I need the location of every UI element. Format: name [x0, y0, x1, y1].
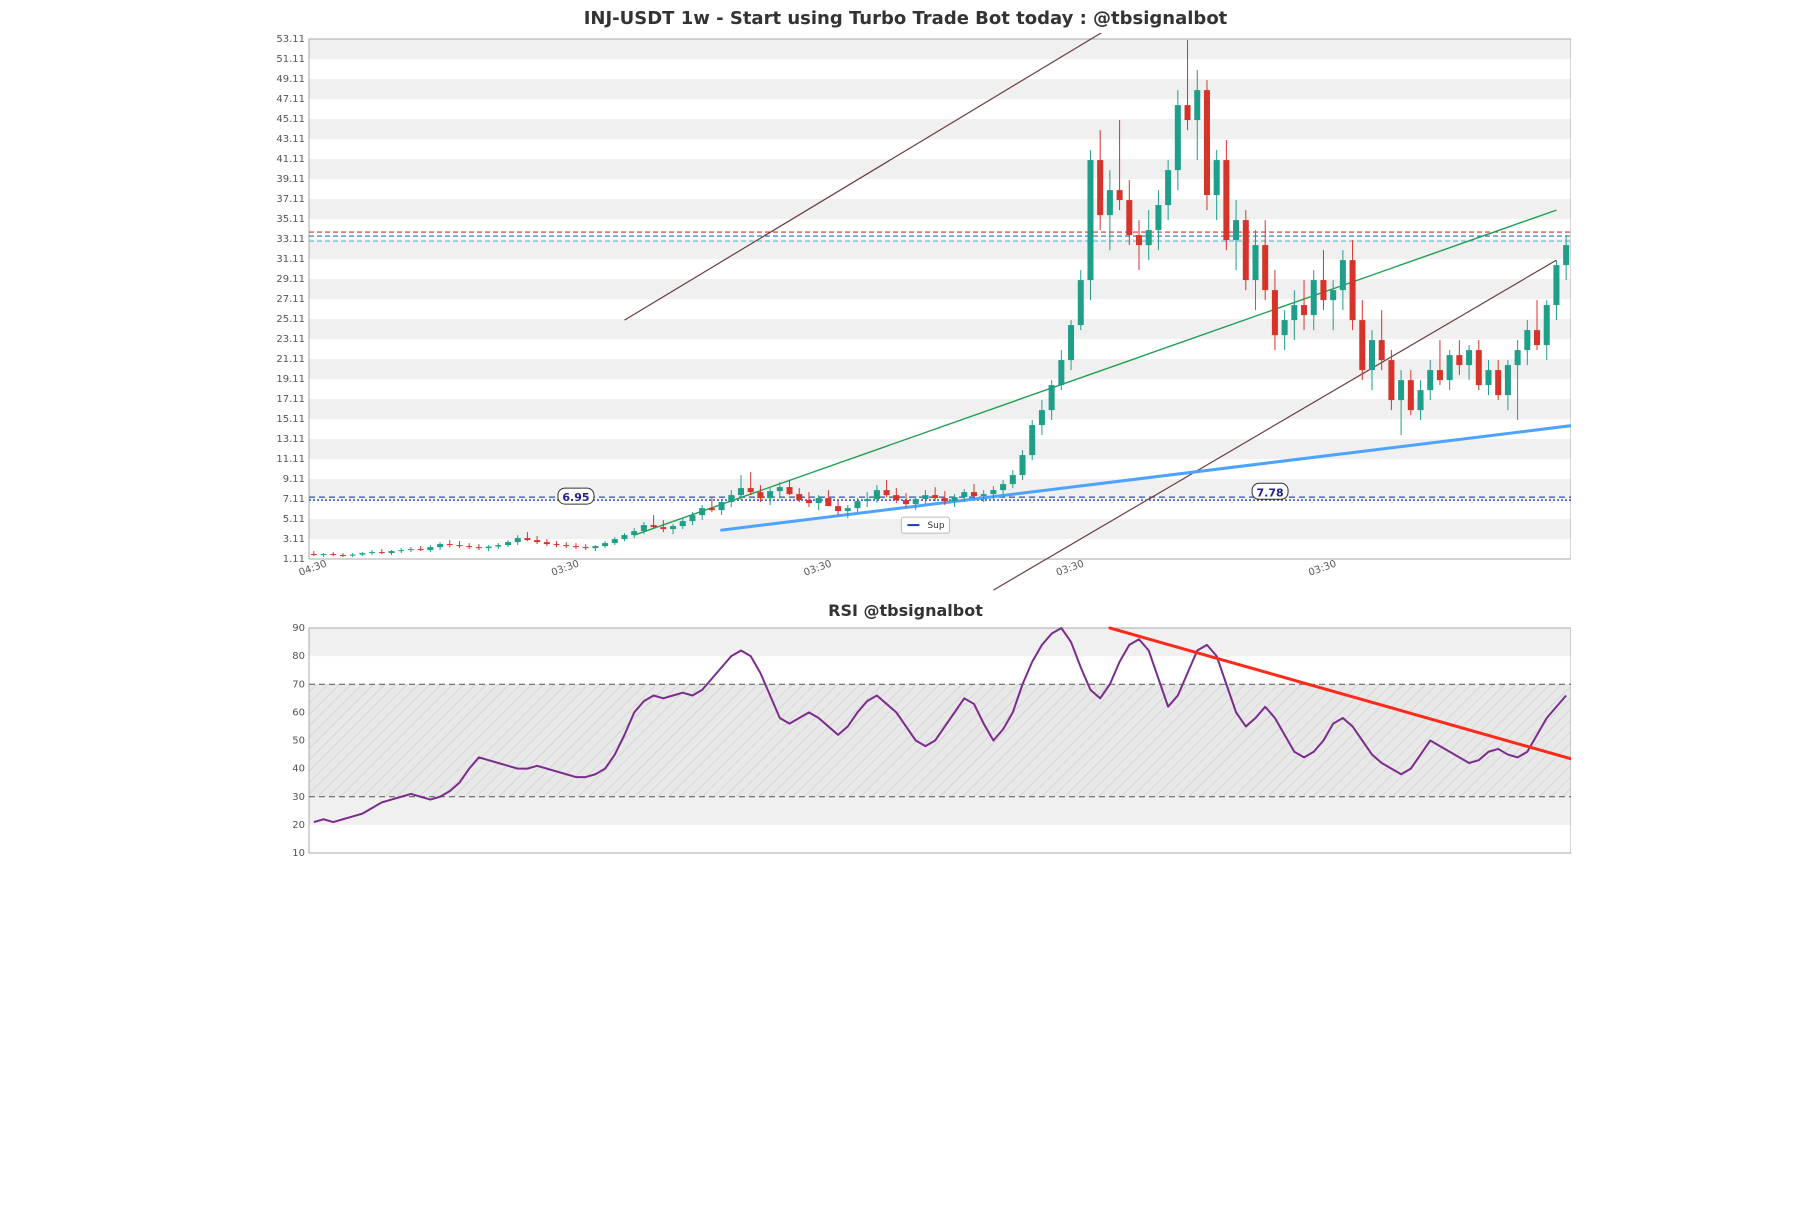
svg-text:7.78: 7.78 [1256, 486, 1283, 499]
svg-text:15.11: 15.11 [276, 414, 305, 425]
svg-text:Sup: Sup [927, 521, 944, 531]
svg-text:03:30: 03:30 [802, 559, 833, 579]
svg-text:35.11: 35.11 [276, 214, 305, 225]
svg-text:51.11: 51.11 [276, 54, 305, 65]
svg-text:21.11: 21.11 [276, 354, 305, 365]
svg-text:20: 20 [292, 820, 305, 831]
svg-text:5.11: 5.11 [282, 514, 304, 525]
svg-text:3.11: 3.11 [282, 534, 304, 545]
svg-text:19.11: 19.11 [276, 374, 305, 385]
chart-root: INJ-USDT 1w - Start using Turbo Trade Bo… [241, 8, 1571, 869]
svg-text:90: 90 [292, 624, 305, 634]
svg-text:60: 60 [292, 707, 305, 718]
svg-text:03:30: 03:30 [549, 559, 580, 579]
main-chart-title: INJ-USDT 1w - Start using Turbo Trade Bo… [241, 8, 1571, 29]
svg-text:70: 70 [292, 679, 305, 690]
svg-text:27.11: 27.11 [276, 294, 305, 305]
svg-text:11.11: 11.11 [276, 454, 305, 465]
price-chart: 1.11 3.11 5.11 7.11 9.11 11.11 13.11 15.11 17.11… [241, 33, 1571, 593]
svg-text:23.11: 23.11 [276, 334, 305, 345]
svg-text:13.11: 13.11 [276, 434, 305, 445]
svg-text:10: 10 [292, 848, 305, 859]
svg-text:80: 80 [292, 651, 305, 662]
svg-text:31.11: 31.11 [276, 254, 305, 265]
rsi-chart-title: RSI @tbsignalbot [241, 601, 1571, 620]
svg-text:30: 30 [292, 792, 305, 803]
svg-text:1.11: 1.11 [282, 554, 304, 565]
svg-text:53.11: 53.11 [276, 34, 305, 45]
svg-text:9.11: 9.11 [282, 474, 304, 485]
svg-text:6.95: 6.95 [562, 491, 589, 504]
svg-text:17.11: 17.11 [276, 394, 305, 405]
svg-text:03:30: 03:30 [1054, 559, 1085, 579]
svg-text:45.11: 45.11 [276, 114, 305, 125]
svg-text:41.11: 41.11 [276, 154, 305, 165]
svg-text:03:30: 03:30 [1307, 559, 1338, 579]
svg-text:43.11: 43.11 [276, 134, 305, 145]
svg-text:33.11: 33.11 [276, 234, 305, 245]
svg-text:37.11: 37.11 [276, 194, 305, 205]
rsi-chart: 10 20 30 40 50 60 70 80 90 [241, 624, 1571, 869]
svg-text:25.11: 25.11 [276, 314, 305, 325]
svg-text:39.11: 39.11 [276, 174, 305, 185]
svg-text:29.11: 29.11 [276, 274, 305, 285]
svg-text:49.11: 49.11 [276, 74, 305, 85]
svg-text:47.11: 47.11 [276, 94, 305, 105]
svg-text:50: 50 [292, 736, 305, 747]
svg-text:40: 40 [292, 764, 305, 775]
svg-text:7.11: 7.11 [282, 494, 304, 505]
